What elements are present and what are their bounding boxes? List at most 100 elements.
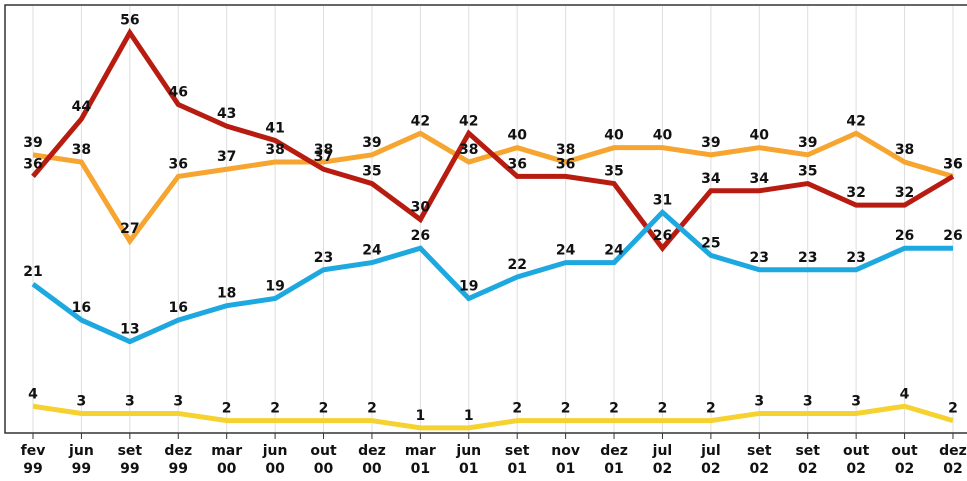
- data-label: 3: [754, 393, 764, 409]
- data-label: 2: [706, 401, 716, 417]
- data-label: 40: [750, 128, 770, 144]
- data-label: 31: [653, 192, 672, 208]
- data-label: 2: [948, 401, 958, 417]
- data-label: 34: [750, 171, 770, 187]
- data-label: 3: [851, 393, 861, 409]
- data-label: 36: [507, 156, 526, 172]
- data-label: 4: [28, 386, 38, 402]
- series-line: [31, 27, 955, 253]
- data-label: 39: [362, 135, 381, 151]
- data-label: 24: [556, 243, 576, 259]
- data-label: 1: [415, 408, 425, 424]
- data-label: 42: [846, 113, 865, 129]
- data-label: 42: [411, 113, 430, 129]
- data-label: 38: [314, 142, 333, 158]
- data-label: 3: [125, 393, 135, 409]
- data-label: 34: [701, 171, 721, 187]
- x-tick-label: out 00: [310, 443, 337, 477]
- data-label: 26: [943, 228, 962, 244]
- data-label: 38: [459, 142, 478, 158]
- data-label: 36: [169, 156, 188, 172]
- x-tick-label: dez 00: [358, 443, 386, 477]
- data-label: 35: [604, 164, 623, 180]
- data-label: 32: [895, 185, 914, 201]
- plot-frame: [4, 4, 967, 434]
- x-tick-label: mar 00: [211, 443, 242, 477]
- x-tick-label: set 02: [795, 443, 820, 477]
- series-line: [32, 403, 954, 431]
- data-label: 2: [561, 401, 571, 417]
- data-label: 24: [362, 243, 382, 259]
- data-label: 21: [23, 264, 42, 280]
- data-label: 18: [217, 286, 236, 302]
- x-tick-label: fev 99: [21, 443, 46, 477]
- data-label: 42: [459, 113, 478, 129]
- data-label: 19: [265, 279, 284, 295]
- data-label: 36: [23, 156, 42, 172]
- data-label: 2: [609, 401, 619, 417]
- data-label: 22: [507, 257, 526, 273]
- x-tick-label: set 01: [505, 443, 530, 477]
- data-label: 13: [120, 322, 139, 338]
- x-tick-label: set 02: [747, 443, 772, 477]
- x-tick-label: jun 99: [68, 443, 94, 477]
- data-label: 2: [319, 401, 329, 417]
- x-tick-label: nov 01: [551, 443, 580, 477]
- data-label: 36: [943, 156, 962, 172]
- x-tick-label: out 02: [843, 443, 870, 477]
- data-label: 46: [169, 85, 188, 101]
- data-label: 2: [367, 401, 377, 417]
- x-tick-label: dez 01: [600, 443, 628, 477]
- data-label: 2: [222, 401, 232, 417]
- data-label: 44: [72, 99, 92, 115]
- data-label: 23: [846, 250, 865, 266]
- data-label: 27: [120, 221, 139, 237]
- data-label: 38: [895, 142, 914, 158]
- data-label: 40: [507, 128, 527, 144]
- data-label: 25: [701, 235, 720, 251]
- data-label: 32: [846, 185, 865, 201]
- x-tick-label: dez 99: [164, 443, 192, 477]
- x-tick-label: set 99: [118, 443, 143, 477]
- data-label: 4: [900, 386, 910, 402]
- data-label: 38: [265, 142, 284, 158]
- data-label: 41: [265, 120, 284, 136]
- x-tick-label: jun 01: [455, 443, 481, 477]
- data-label: 2: [512, 401, 522, 417]
- data-label: 40: [604, 128, 624, 144]
- data-label: 43: [217, 106, 236, 122]
- x-tick-label: jul 02: [700, 443, 721, 477]
- data-label: 26: [895, 228, 914, 244]
- data-label: 3: [77, 393, 87, 409]
- x-tick-label: out 02: [891, 443, 918, 477]
- data-label: 26: [653, 228, 672, 244]
- data-label: 23: [798, 250, 817, 266]
- data-label: 36: [943, 156, 962, 172]
- data-label: 16: [72, 300, 91, 316]
- data-label: 2: [658, 401, 668, 417]
- x-tick-label: jun 00: [262, 443, 288, 477]
- data-label: 38: [72, 142, 91, 158]
- data-label: 26: [411, 228, 430, 244]
- x-tick-label: jul 02: [652, 443, 673, 477]
- data-label: 56: [120, 13, 139, 29]
- data-label: 3: [173, 393, 183, 409]
- data-label: 39: [798, 135, 817, 151]
- data-label: 16: [169, 300, 188, 316]
- data-label: 19: [459, 279, 478, 295]
- series-line: [31, 208, 953, 345]
- data-label: 37: [217, 149, 236, 165]
- data-label: 2: [270, 401, 280, 417]
- data-label: 39: [701, 135, 720, 151]
- data-label: 23: [750, 250, 769, 266]
- data-label: 39: [23, 135, 42, 151]
- data-label: 24: [604, 243, 624, 259]
- data-label: 40: [653, 128, 673, 144]
- data-label: 38: [556, 142, 575, 158]
- data-label: 37: [314, 149, 333, 165]
- data-label: 3: [803, 393, 813, 409]
- data-label: 30: [411, 200, 431, 216]
- data-label: 35: [798, 164, 817, 180]
- data-label: 35: [362, 164, 381, 180]
